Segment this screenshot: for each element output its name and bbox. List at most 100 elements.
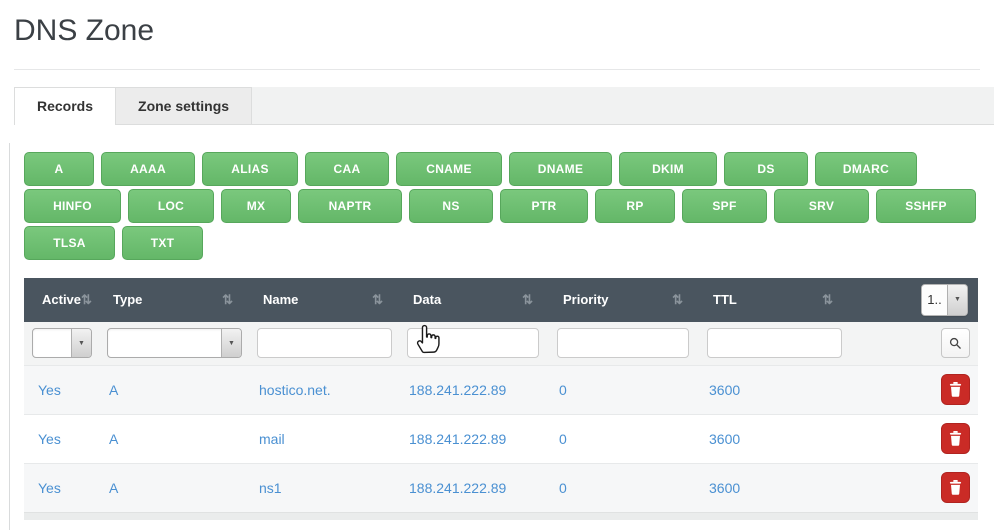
- select-arrow: ▼: [221, 329, 241, 357]
- cell-name[interactable]: hostico.net.: [259, 381, 331, 398]
- filter-cell-priority: [545, 328, 695, 358]
- active-filter-value: [33, 329, 71, 357]
- cell-actions: [845, 472, 978, 503]
- delete-record-button[interactable]: [941, 423, 970, 454]
- delete-record-button[interactable]: [941, 472, 970, 503]
- cell-ttl[interactable]: 3600: [709, 479, 741, 496]
- cell-type[interactable]: A: [109, 430, 119, 447]
- cell-actions: [845, 423, 978, 454]
- sort-icon[interactable]: ⇅: [522, 292, 533, 307]
- tab-zone-settings-label: Zone settings: [138, 97, 230, 114]
- column-label: TTL: [713, 292, 737, 307]
- ttl-filter-input[interactable]: [707, 328, 842, 358]
- cell-actions: [845, 374, 978, 405]
- panel-left-border: [9, 143, 10, 530]
- sort-icon[interactable]: ⇅: [672, 292, 683, 307]
- record-type-button-ds[interactable]: DS: [724, 151, 808, 186]
- trash-icon: [949, 382, 962, 397]
- column-label: Type: [113, 292, 143, 307]
- name-filter-input[interactable]: [257, 328, 392, 358]
- trash-icon: [949, 480, 962, 495]
- record-type-button-ptr[interactable]: PTR: [500, 188, 588, 223]
- record-type-button-rp[interactable]: RP: [595, 188, 675, 223]
- chevron-down-icon: ▼: [78, 339, 85, 347]
- record-type-button-a[interactable]: A: [24, 151, 94, 186]
- column-header-priority[interactable]: Priority ⇅: [545, 292, 695, 307]
- record-type-row-3: TLSA TXT: [24, 225, 978, 260]
- cell-data[interactable]: 188.241.222.89: [409, 430, 507, 447]
- tab-records[interactable]: Records: [14, 86, 117, 125]
- record-type-button-alias[interactable]: ALIAS: [202, 151, 298, 186]
- cell-type[interactable]: A: [109, 381, 119, 398]
- column-label: Priority: [563, 292, 609, 307]
- record-type-button-tlsa[interactable]: TLSA: [24, 225, 115, 260]
- pagination-arrow: ▼: [947, 284, 967, 315]
- cell-name[interactable]: ns1: [259, 479, 282, 496]
- column-header-ttl[interactable]: TTL ⇅: [695, 292, 845, 307]
- active-filter-select[interactable]: ▼: [32, 328, 92, 358]
- record-type-button-mx[interactable]: MX: [221, 188, 291, 223]
- column-header-name[interactable]: Name ⇅: [245, 292, 395, 307]
- tab-records-label: Records: [37, 98, 94, 114]
- cell-priority[interactable]: 0: [559, 479, 567, 496]
- sort-icon[interactable]: ⇅: [372, 292, 383, 307]
- pagination-value: 1..: [922, 284, 947, 315]
- record-type-button-caa[interactable]: CAA: [305, 151, 389, 186]
- filter-cell-data: [395, 328, 545, 358]
- column-header-type[interactable]: Type ⇅: [95, 292, 245, 307]
- record-type-button-cname[interactable]: CNAME: [396, 151, 502, 186]
- sort-icon[interactable]: ⇅: [822, 292, 833, 307]
- cell-data[interactable]: 188.241.222.89: [409, 381, 507, 398]
- record-type-button-hinfo[interactable]: HINFO: [24, 188, 121, 223]
- cell-active[interactable]: Yes: [38, 479, 61, 496]
- cell-priority[interactable]: 0: [559, 430, 567, 447]
- record-type-button-naptr[interactable]: NAPTR: [298, 188, 402, 223]
- search-button[interactable]: [941, 328, 970, 358]
- column-header-active[interactable]: Active ⇅: [24, 292, 95, 307]
- chevron-down-icon: ▼: [228, 339, 235, 347]
- cell-ttl[interactable]: 3600: [709, 381, 741, 398]
- type-filter-select[interactable]: ▼: [107, 328, 242, 358]
- records-table: Active ⇅ Type ⇅ Name ⇅ Data ⇅ Priority ⇅…: [24, 277, 978, 520]
- record-type-row-2: HINFO LOC MX NAPTR NS PTR RP SPF SRV SSH…: [24, 188, 978, 223]
- record-type-button-dkim[interactable]: DKIM: [619, 151, 717, 186]
- cell-active[interactable]: Yes: [38, 381, 61, 398]
- record-type-button-srv[interactable]: SRV: [774, 188, 869, 223]
- tab-zone-settings[interactable]: Zone settings: [116, 86, 253, 124]
- table-header-row: Active ⇅ Type ⇅ Name ⇅ Data ⇅ Priority ⇅…: [24, 277, 978, 322]
- cell-name[interactable]: mail: [259, 430, 285, 447]
- column-header-data[interactable]: Data ⇅: [395, 292, 545, 307]
- cell-data[interactable]: 188.241.222.89: [409, 479, 507, 496]
- record-type-button-txt[interactable]: TXT: [122, 225, 203, 260]
- page-title: DNS Zone: [14, 14, 155, 47]
- filter-cell-active: ▼: [24, 328, 95, 358]
- tab-bar: Records Zone settings: [14, 86, 994, 125]
- pagination-select[interactable]: 1.. ▼: [921, 283, 968, 316]
- table-row: Yes A hostico.net. 188.241.222.89 0 3600: [24, 364, 978, 414]
- chevron-down-icon: ▼: [954, 296, 961, 303]
- delete-record-button[interactable]: [941, 374, 970, 405]
- cell-active[interactable]: Yes: [38, 430, 61, 447]
- record-type-row-1: A AAAA ALIAS CAA CNAME DNAME DKIM DS DMA…: [24, 151, 978, 186]
- record-type-button-dmarc[interactable]: DMARC: [815, 151, 917, 186]
- table-row: Yes A ns1 188.241.222.89 0 3600: [24, 462, 978, 512]
- record-type-button-aaaa[interactable]: AAAA: [101, 151, 195, 186]
- cell-type[interactable]: A: [109, 479, 119, 496]
- filter-cell-actions: [845, 328, 978, 358]
- column-label: Name: [263, 292, 299, 307]
- trash-icon: [949, 431, 962, 446]
- cell-priority[interactable]: 0: [559, 381, 567, 398]
- column-label: Active: [42, 292, 82, 307]
- column-label: Data: [413, 292, 442, 307]
- record-type-button-ns[interactable]: NS: [409, 188, 493, 223]
- priority-filter-input[interactable]: [557, 328, 689, 358]
- record-type-button-loc[interactable]: LOC: [128, 188, 214, 223]
- sort-icon[interactable]: ⇅: [222, 292, 233, 307]
- record-type-button-spf[interactable]: SPF: [682, 188, 767, 223]
- record-type-button-dname[interactable]: DNAME: [509, 151, 612, 186]
- cell-ttl[interactable]: 3600: [709, 430, 741, 447]
- sort-icon[interactable]: ⇅: [81, 292, 92, 307]
- data-filter-input[interactable]: [407, 328, 539, 358]
- record-type-button-sshfp[interactable]: SSHFP: [876, 188, 976, 223]
- search-icon: [949, 337, 961, 349]
